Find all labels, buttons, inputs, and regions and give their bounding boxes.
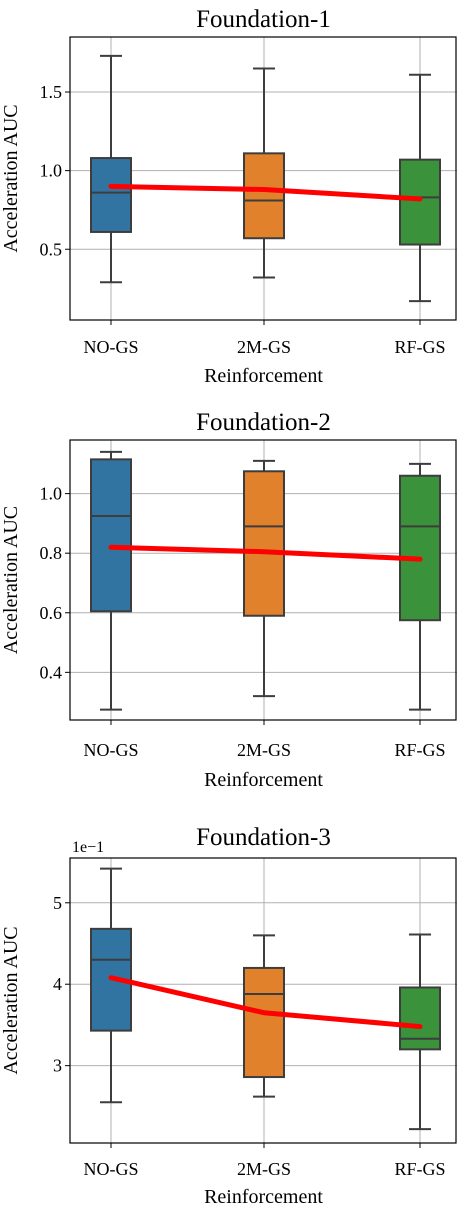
- y-tick-label: 0.5: [40, 239, 63, 259]
- x-tick-label: NO-GS: [83, 1159, 138, 1179]
- chart-panels: 0.5 1.0 1.5 NO-GS 2M-GS RF-GS Foundation-1 Rein…: [0, 6, 457, 1205]
- mean-line: [108, 975, 423, 1030]
- x-tick-label: 2M-GS: [237, 1159, 291, 1179]
- mean-line: [108, 544, 423, 562]
- y-tick-label: 0.4: [40, 662, 63, 682]
- x-tick-label: 2M-GS: [237, 740, 291, 760]
- x-tick-label: NO-GS: [83, 337, 138, 357]
- box-body: [90, 458, 132, 613]
- box-rf-gs: [399, 73, 441, 303]
- x-tick-label: RF-GS: [394, 1159, 445, 1179]
- box-body: [243, 470, 285, 617]
- y-tick-label: 3: [53, 1056, 62, 1076]
- box-body: [399, 158, 441, 246]
- axes-frame: [69, 36, 457, 321]
- box-body: [243, 966, 285, 1079]
- box-2m-gs: [243, 67, 285, 279]
- y-tick-label: 5: [53, 893, 62, 913]
- chart-title: Foundation-2: [196, 409, 331, 436]
- box-rf-gs: [399, 933, 441, 1131]
- y-axis-label: Acceleration AUC: [0, 506, 22, 654]
- box-no-gs: [90, 54, 132, 284]
- x-tick-label: RF-GS: [394, 740, 445, 760]
- box-rf-gs: [399, 462, 441, 711]
- x-tick-label: 2M-GS: [237, 337, 291, 357]
- box-no-gs: [90, 867, 132, 1104]
- axes-frame: [69, 439, 457, 721]
- x-axis-label: Reinforcement: [204, 365, 323, 387]
- chart-panel-3: 3 4 5 NO-GS 2M-GS RF-GS 1e−1 Foundation-3 Reinfo…: [0, 824, 457, 1205]
- mean-line: [108, 183, 423, 202]
- box-body: [399, 474, 441, 622]
- axes-frame: [69, 857, 457, 1144]
- chart-panel-1: 0.5 1.0 1.5 NO-GS 2M-GS RF-GS Foundation-1 Rein…: [0, 6, 457, 387]
- y-tick-label: 1.5: [40, 82, 63, 102]
- y-tick-label: 1.0: [40, 161, 63, 181]
- chart-title: Foundation-3: [196, 824, 331, 851]
- x-axis-label: Reinforcement: [204, 1186, 323, 1205]
- box-body: [90, 157, 132, 233]
- x-axis-label: Reinforcement: [204, 769, 323, 791]
- x-tick-label: RF-GS: [394, 337, 445, 357]
- chart-title: Foundation-1: [196, 6, 331, 33]
- x-tick-label: NO-GS: [83, 740, 138, 760]
- y-tick-label: 4: [53, 974, 62, 994]
- axis-offset-label: 1e−1: [72, 839, 104, 856]
- y-tick-label: 1.0: [40, 484, 63, 504]
- box-no-gs: [90, 450, 132, 711]
- box-body: [243, 152, 285, 240]
- y-axis-label: Acceleration AUC: [0, 104, 22, 252]
- chart-panel-2: 0.4 0.6 0.8 1.0 NO-GS 2M-GS RF-GS Foundation-2 R…: [0, 409, 457, 791]
- box-2m-gs: [243, 934, 285, 1098]
- y-tick-label: 0.8: [40, 543, 63, 563]
- y-tick-label: 0.6: [40, 603, 63, 623]
- y-axis-label: Acceleration AUC: [0, 926, 22, 1074]
- box-2m-gs: [243, 459, 285, 698]
- box-body: [399, 986, 441, 1051]
